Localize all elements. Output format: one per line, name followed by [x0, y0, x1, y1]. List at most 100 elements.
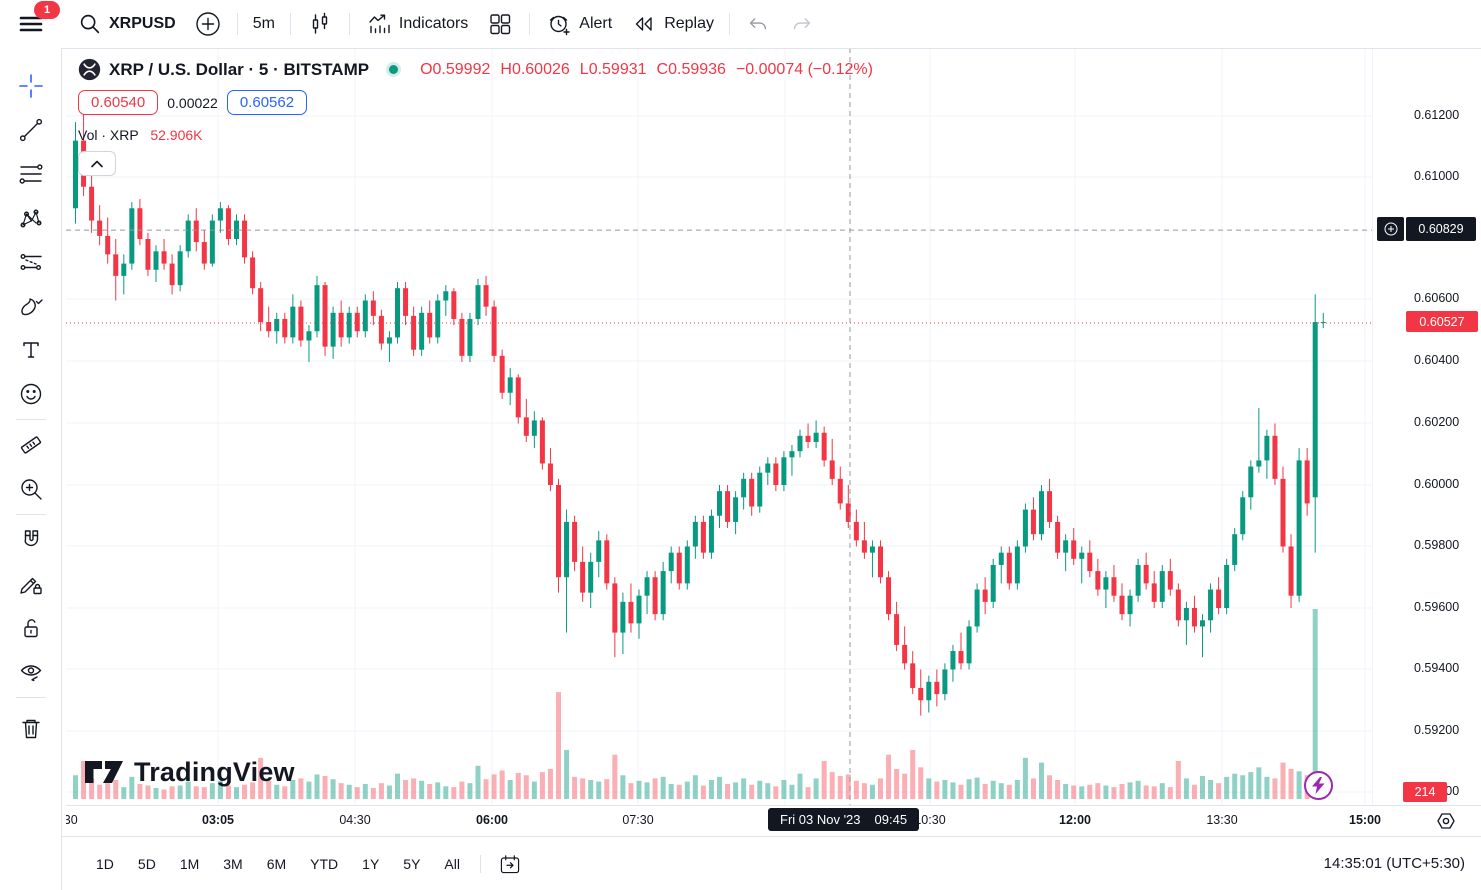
volume-bar [1087, 784, 1093, 799]
chart-type-button[interactable] [297, 5, 343, 43]
candle-body [121, 263, 127, 276]
candle-body [1304, 460, 1310, 504]
chevron-up-icon [91, 160, 103, 167]
plus-circle-icon [1384, 222, 1397, 236]
volume-bar [346, 784, 352, 799]
tool-lock-all-drawings[interactable] [9, 606, 53, 650]
replay-label: Replay [664, 15, 715, 32]
tradingview-watermark[interactable]: TradingView [84, 755, 295, 789]
range-all[interactable]: All [444, 855, 460, 872]
volume-bar [1216, 783, 1222, 799]
candle-body [451, 291, 457, 319]
go-to-date-button[interactable] [493, 847, 527, 881]
symbol-row[interactable]: XRP / U.S. Dollar · 5 · BITSTAMP O0.5999… [78, 58, 873, 81]
candle-body [274, 318, 280, 332]
interval-button[interactable]: 5m [244, 5, 284, 43]
volume-bar [1208, 780, 1214, 799]
tool-emoji[interactable] [9, 372, 53, 416]
alert-button[interactable]: Alert [536, 5, 621, 43]
price-tick-label: 0.60400 [1414, 353, 1460, 367]
volume-bar [1071, 785, 1077, 799]
buy-button[interactable]: 0.60562 [226, 90, 308, 115]
sell-button[interactable]: 0.60540 [78, 90, 159, 115]
volume-bar [531, 781, 537, 799]
volume-bar [998, 783, 1004, 799]
volume-bar [902, 773, 908, 799]
xrp-logo [78, 58, 101, 81]
trash-icon [21, 719, 40, 739]
redo-button[interactable] [780, 5, 824, 43]
candle-body [129, 208, 135, 264]
long-position-icon [19, 253, 42, 271]
clock-timezone[interactable]: 14:35:01 (UTC+5:30) [1323, 855, 1465, 872]
range-6m[interactable]: 6M [266, 855, 287, 872]
tool-crosshair[interactable] [9, 64, 53, 108]
range-3m[interactable]: 3M [223, 855, 243, 872]
compare-add-symbol-button[interactable] [185, 5, 231, 43]
alarm-clock-plus-icon [550, 15, 570, 36]
legend-collapse-button[interactable] [78, 151, 116, 176]
market-status-dot[interactable] [389, 65, 399, 74]
candle-body [467, 318, 473, 356]
candle-body [869, 546, 875, 553]
tool-measure[interactable] [9, 423, 53, 467]
tool-long-position[interactable] [9, 240, 53, 284]
tool-remove-all-drawings[interactable] [9, 707, 53, 751]
tool-zoom-in[interactable] [9, 467, 53, 511]
chart-canvas[interactable] [61, 48, 1372, 805]
range-ytd[interactable]: YTD [310, 855, 339, 872]
tool-stay-in-drawing-mode[interactable] [9, 562, 53, 606]
price-tick-label: 0.61000 [1414, 169, 1460, 183]
candle-body [1216, 589, 1222, 608]
volume-bar [105, 783, 111, 799]
crosshair-add-alert-button[interactable] [1377, 217, 1404, 241]
candle-body [354, 312, 360, 332]
candle-body [1087, 552, 1093, 572]
tool-trend-line[interactable] [9, 108, 53, 152]
crosshair-price-label: 0.60829 [1406, 217, 1476, 241]
tool-brush[interactable] [9, 284, 53, 328]
symbol-search-button[interactable]: XRPUSD [68, 5, 185, 43]
tool-magnet[interactable] [9, 518, 53, 562]
volume-bar [886, 754, 892, 799]
main-menu-button[interactable]: 1 [8, 1, 60, 43]
symbol-title[interactable]: XRP / U.S. Dollar · 5 · BITSTAMP [109, 59, 370, 79]
undo-button[interactable] [736, 5, 780, 43]
candle-body [1159, 571, 1165, 602]
text-tool-icon [22, 342, 39, 358]
brush-icon [20, 298, 43, 316]
tool-fib-retracement[interactable] [9, 152, 53, 196]
price-axis[interactable]: 0.590000.592000.594000.596000.598000.600… [1372, 48, 1481, 805]
candle-body [604, 540, 610, 584]
volume-bar [926, 778, 932, 799]
range-1m[interactable]: 1M [179, 855, 200, 872]
volume-bar [564, 749, 570, 799]
session-settings-button[interactable] [1434, 809, 1458, 833]
volume-bar [556, 692, 561, 799]
high-value: H0.60026 [500, 60, 570, 78]
toolbar-divider [479, 854, 481, 873]
volume-bar [1022, 757, 1028, 799]
quick-trade-lightning-button[interactable] [1304, 771, 1333, 800]
watermark-text: TradingView [134, 756, 295, 787]
time-axis[interactable]: 01:3003:0504:3006:0007:3009:0010:3012:00… [66, 805, 1481, 837]
range-5y[interactable]: 5Y [403, 855, 421, 872]
range-1d[interactable]: 1D [96, 855, 114, 872]
candle-body [668, 552, 674, 572]
indicators-button[interactable]: Indicators [356, 5, 477, 43]
candle-body [757, 472, 763, 507]
replay-icon [636, 17, 652, 31]
range-5d[interactable]: 5D [137, 855, 156, 872]
replay-button[interactable]: Replay [621, 5, 723, 43]
tool-hide-all-drawings[interactable] [9, 650, 53, 694]
tool-xabcd-pattern[interactable] [9, 196, 53, 240]
volume-bar [451, 787, 457, 799]
candle-body [1135, 564, 1141, 596]
volume-bar [435, 782, 441, 799]
volume-bar [1240, 775, 1246, 799]
candle-body [395, 288, 400, 338]
layout-grid-button[interactable] [477, 5, 523, 43]
tool-text[interactable] [9, 328, 53, 372]
volume-bar [797, 773, 803, 799]
range-1y[interactable]: 1Y [362, 855, 380, 872]
